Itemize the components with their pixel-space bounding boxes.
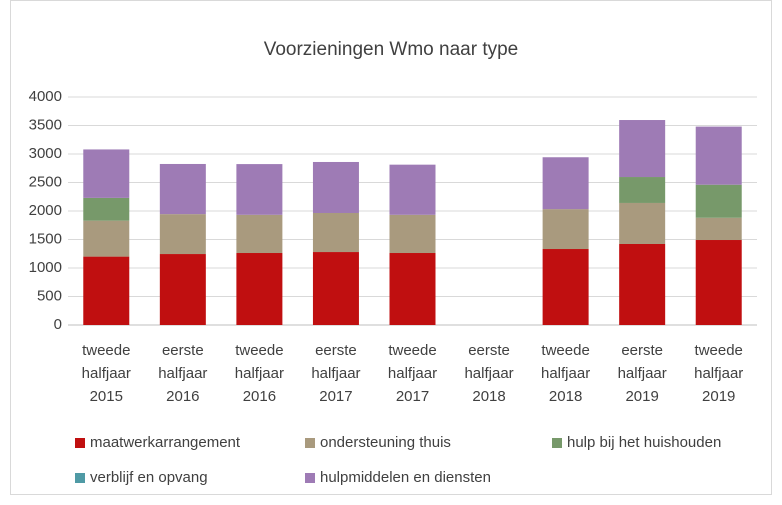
y-tick-label: 4000 bbox=[29, 88, 62, 105]
bar-segment bbox=[83, 197, 130, 221]
bar-segment bbox=[312, 252, 359, 325]
bar-segment bbox=[159, 254, 206, 325]
y-tick-label: 3500 bbox=[29, 116, 62, 133]
bar-segment bbox=[619, 244, 666, 325]
x-tick-label: tweede halfjaar 2015 bbox=[82, 342, 131, 405]
x-tick-label: tweede halfjaar 2016 bbox=[235, 342, 284, 405]
bar-segment bbox=[695, 126, 742, 185]
legend-swatch bbox=[305, 438, 315, 448]
legend-swatch bbox=[75, 438, 85, 448]
y-tick-label: 1500 bbox=[29, 230, 62, 247]
bar-segment bbox=[389, 164, 436, 215]
x-tick-label: tweede halfjaar 2017 bbox=[388, 342, 437, 405]
y-tick-label: 1000 bbox=[29, 259, 62, 276]
bar-segment bbox=[312, 161, 359, 213]
bar-segment bbox=[695, 240, 742, 325]
x-tick-label: tweede halfjaar 2019 bbox=[694, 342, 743, 405]
x-tick-label: eerste halfjaar 2017 bbox=[311, 342, 360, 405]
legend-label: hulpmiddelen en diensten bbox=[320, 469, 491, 486]
legend-label: ondersteuning thuis bbox=[320, 434, 451, 451]
bar-segment bbox=[542, 209, 589, 250]
y-tick-label: 2500 bbox=[29, 173, 62, 190]
bar-segment bbox=[389, 214, 436, 254]
x-tick-label: eerste halfjaar 2016 bbox=[158, 342, 207, 405]
x-tick-label: eerste halfjaar 2019 bbox=[618, 342, 667, 405]
bar-segment bbox=[619, 120, 666, 178]
y-tick-label: 2000 bbox=[29, 202, 62, 219]
bar-segment bbox=[159, 214, 206, 255]
bar-segment bbox=[695, 184, 742, 218]
bar-segment bbox=[83, 256, 130, 325]
legend-swatch bbox=[305, 473, 315, 483]
y-tick-label: 3000 bbox=[29, 145, 62, 162]
y-tick-label: 0 bbox=[54, 316, 62, 333]
y-tick-label: 500 bbox=[37, 287, 62, 304]
bar-segment bbox=[542, 157, 589, 210]
x-tick-label: tweede halfjaar 2018 bbox=[541, 342, 590, 405]
bar-segment bbox=[619, 177, 666, 203]
bar-segment bbox=[236, 214, 283, 254]
legend-label: verblijf en opvang bbox=[90, 469, 208, 486]
bar-segment bbox=[389, 253, 436, 325]
bar-segment bbox=[83, 149, 130, 198]
bar-segment bbox=[312, 212, 359, 253]
legend-swatch bbox=[75, 473, 85, 483]
legend-label: maatwerkarrangement bbox=[90, 434, 241, 451]
bar-segment bbox=[542, 249, 589, 325]
x-tick-label: eerste halfjaar 2018 bbox=[464, 342, 513, 405]
bar-segment bbox=[236, 164, 283, 215]
legend-label: hulp bij het huishouden bbox=[567, 434, 721, 451]
bar-segment bbox=[83, 220, 130, 257]
bar-segment bbox=[695, 217, 742, 241]
legend-swatch bbox=[552, 438, 562, 448]
chart-title: Voorzieningen Wmo naar type bbox=[264, 39, 519, 60]
bar-segment bbox=[236, 253, 283, 325]
bar-segment bbox=[619, 202, 666, 245]
bar-segment bbox=[159, 163, 206, 215]
